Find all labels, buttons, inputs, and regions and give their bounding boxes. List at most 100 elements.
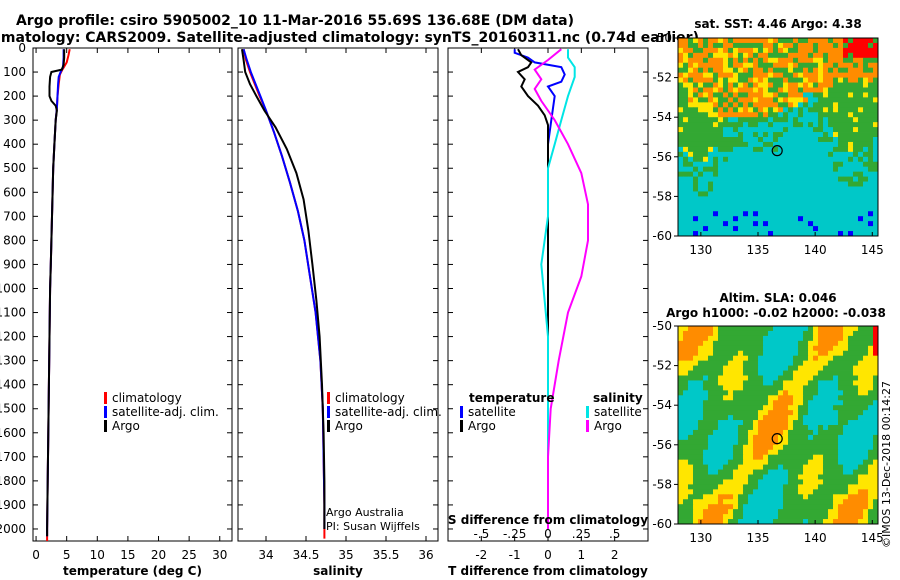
map-cell <box>828 151 834 158</box>
map-cell <box>728 380 734 386</box>
map-cell <box>758 137 764 143</box>
map-cell <box>733 375 739 381</box>
map-cell <box>808 434 814 441</box>
map-cell <box>868 176 874 182</box>
map-cell <box>693 221 699 227</box>
map-cell <box>803 82 809 88</box>
map-cell <box>813 226 819 232</box>
map-cell <box>693 52 699 59</box>
map-cell <box>738 132 744 138</box>
map-cell <box>778 97 784 103</box>
map-cell <box>713 499 719 505</box>
map-cell <box>813 429 819 436</box>
map-cell <box>708 444 714 451</box>
map-cell <box>833 196 839 202</box>
map-y-tick-label: -58 <box>652 189 672 203</box>
map-cell <box>773 504 779 510</box>
map-cell <box>713 151 719 158</box>
map-cell <box>683 141 689 148</box>
map-cell <box>738 112 744 118</box>
map-cell <box>853 67 859 74</box>
map-cell <box>828 464 834 470</box>
map-cell <box>713 340 719 347</box>
map-cell <box>773 385 779 391</box>
map-cell <box>718 82 724 88</box>
map-cell <box>698 181 704 187</box>
map-cell <box>798 181 804 187</box>
map-cell <box>753 67 759 74</box>
map-cell <box>863 519 869 525</box>
map-cell <box>763 489 769 495</box>
map-cell <box>723 400 729 406</box>
map-cell <box>758 519 764 525</box>
map-cell <box>738 360 744 366</box>
legend-swatch <box>104 406 107 418</box>
map-cell <box>708 380 714 386</box>
map-cell <box>708 365 714 371</box>
map-cell <box>818 415 824 421</box>
map-cell <box>848 365 854 371</box>
map-cell <box>798 57 804 64</box>
map-cell <box>828 47 834 54</box>
map-cell <box>833 97 839 103</box>
map-cell <box>838 335 844 342</box>
map-cell <box>868 161 874 168</box>
map-cell <box>688 72 694 78</box>
map-x-tick-label: 140 <box>804 243 827 257</box>
map-cell <box>733 474 739 480</box>
map-cell <box>723 350 729 357</box>
map-cell <box>833 360 839 366</box>
map-cell <box>833 454 839 461</box>
map-cell <box>703 146 709 153</box>
map-cell <box>703 226 709 232</box>
map-cell <box>863 117 869 123</box>
map-cell <box>678 171 684 177</box>
map-cell <box>693 87 699 93</box>
map-cell <box>703 444 709 451</box>
map-cell <box>753 425 759 431</box>
map-cell <box>778 434 784 441</box>
map-cell <box>778 464 784 470</box>
map-cell <box>713 42 719 49</box>
map-cell <box>858 514 864 520</box>
map-cell <box>873 221 879 227</box>
map-cell <box>723 514 729 520</box>
map-cell <box>873 122 879 128</box>
map-cell <box>813 181 819 187</box>
map-cell <box>823 370 829 376</box>
map-cell <box>833 38 839 44</box>
map-cell <box>723 47 729 54</box>
map-cell <box>678 489 684 495</box>
map-cell <box>853 380 859 386</box>
map-cell <box>683 161 689 168</box>
map-cell <box>853 444 859 451</box>
map-cell <box>828 484 834 490</box>
map-cell <box>688 141 694 148</box>
map-cell <box>793 206 799 212</box>
x-tick-label: 5 <box>63 548 71 562</box>
map-cell <box>863 479 869 485</box>
map-cell <box>763 191 769 197</box>
map-cell <box>808 107 814 113</box>
map-cell <box>688 87 694 93</box>
map-cell <box>688 464 694 470</box>
map-cell <box>718 117 724 123</box>
map-cell <box>703 52 709 59</box>
map-cell <box>828 444 834 451</box>
map-cell <box>743 360 749 366</box>
map-cell <box>778 77 784 83</box>
map-cell <box>823 102 829 108</box>
map-cell <box>678 519 684 525</box>
map-cell <box>778 479 784 485</box>
map-cell <box>743 191 749 197</box>
map-cell <box>783 231 789 237</box>
map-cell <box>853 181 859 187</box>
map-cell <box>863 489 869 495</box>
map-cell <box>758 216 764 222</box>
map-cell <box>748 38 754 44</box>
map-cell <box>738 181 744 187</box>
map-cell <box>818 132 824 138</box>
map-cell <box>693 355 699 362</box>
map-cell <box>793 117 799 123</box>
map-cell <box>758 42 764 49</box>
